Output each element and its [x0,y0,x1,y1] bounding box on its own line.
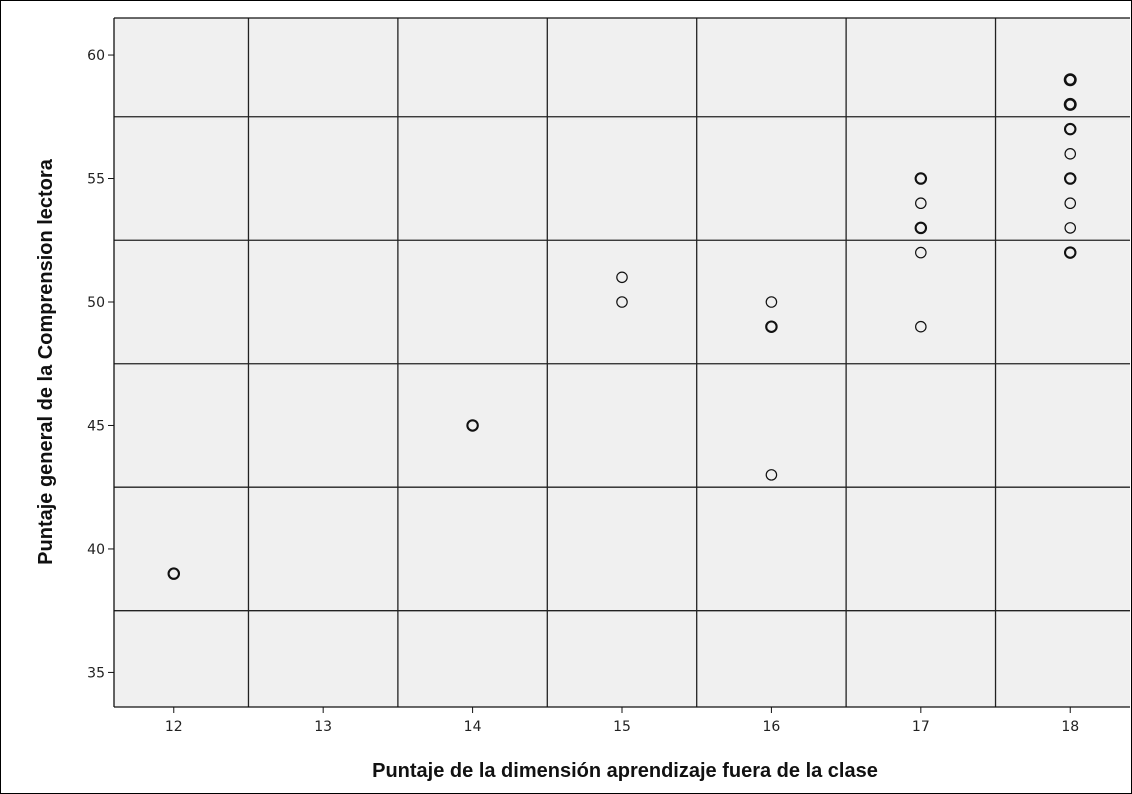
x-tick-label: 12 [165,719,183,735]
y-tick-label: 50 [87,295,105,311]
data-point [1063,122,1077,136]
data-point [616,296,628,308]
data-point [1064,197,1077,210]
x-axis-title: Puntaje de la dimensión aprendizaje fuer… [372,760,878,782]
data-point [1063,73,1077,87]
x-tick-label: 16 [762,719,780,735]
data-point [914,172,928,185]
data-point [466,419,479,432]
y-tick-label: 35 [87,665,105,681]
data-point [616,271,628,284]
grid-lines [114,18,1130,707]
y-tick-label: 40 [87,542,105,558]
data-point [765,296,778,308]
data-point [1063,172,1077,185]
data-point [765,469,778,481]
data-points [167,73,1077,580]
data-point [914,221,928,235]
data-point [1063,97,1077,111]
x-tick-label: 14 [464,719,482,735]
x-axis-ticks: 12 13 14 15 16 17 18 [165,707,1079,735]
data-point [915,246,927,259]
data-point [915,197,927,210]
x-tick-label: 18 [1061,719,1079,735]
data-point [167,567,181,580]
y-axis-title: Puntaje general de la Comprension lector… [35,158,57,565]
y-tick-label: 45 [87,418,105,434]
y-tick-label: 60 [87,48,105,64]
data-point [915,320,927,333]
y-axis-ticks: 35 40 45 50 55 60 [87,48,114,681]
data-point [765,320,778,333]
data-point [1063,246,1077,259]
data-point [1064,148,1077,160]
x-tick-label: 13 [314,719,332,735]
y-tick-label: 55 [87,172,105,188]
x-tick-label: 15 [613,719,631,735]
x-tick-label: 17 [912,719,930,735]
plot-area [114,18,1130,707]
data-point [1064,222,1077,234]
